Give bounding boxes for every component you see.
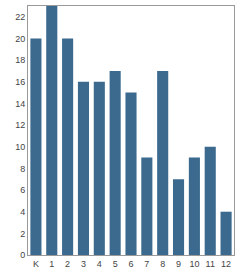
- svg-text:6: 6: [20, 185, 25, 195]
- svg-text:20: 20: [15, 34, 25, 44]
- svg-text:10: 10: [189, 259, 199, 269]
- svg-text:12: 12: [15, 120, 25, 130]
- svg-text:3: 3: [81, 259, 86, 269]
- svg-text:8: 8: [20, 164, 25, 174]
- svg-text:12: 12: [221, 259, 231, 269]
- svg-text:2: 2: [20, 229, 25, 239]
- svg-text:5: 5: [113, 259, 118, 269]
- svg-text:16: 16: [15, 77, 25, 87]
- svg-text:1: 1: [49, 259, 54, 269]
- svg-text:K: K: [33, 259, 39, 269]
- svg-text:6: 6: [128, 259, 133, 269]
- svg-text:18: 18: [15, 55, 25, 65]
- svg-text:8: 8: [160, 259, 165, 269]
- svg-text:2: 2: [65, 259, 70, 269]
- svg-text:10: 10: [15, 142, 25, 152]
- svg-text:11: 11: [206, 259, 215, 269]
- svg-text:4: 4: [20, 207, 25, 217]
- svg-text:7: 7: [144, 259, 149, 269]
- svg-text:4: 4: [97, 259, 102, 269]
- svg-text:14: 14: [15, 99, 25, 109]
- svg-text:0: 0: [20, 250, 25, 260]
- svg-text:22: 22: [15, 12, 25, 22]
- svg-text:9: 9: [176, 259, 181, 269]
